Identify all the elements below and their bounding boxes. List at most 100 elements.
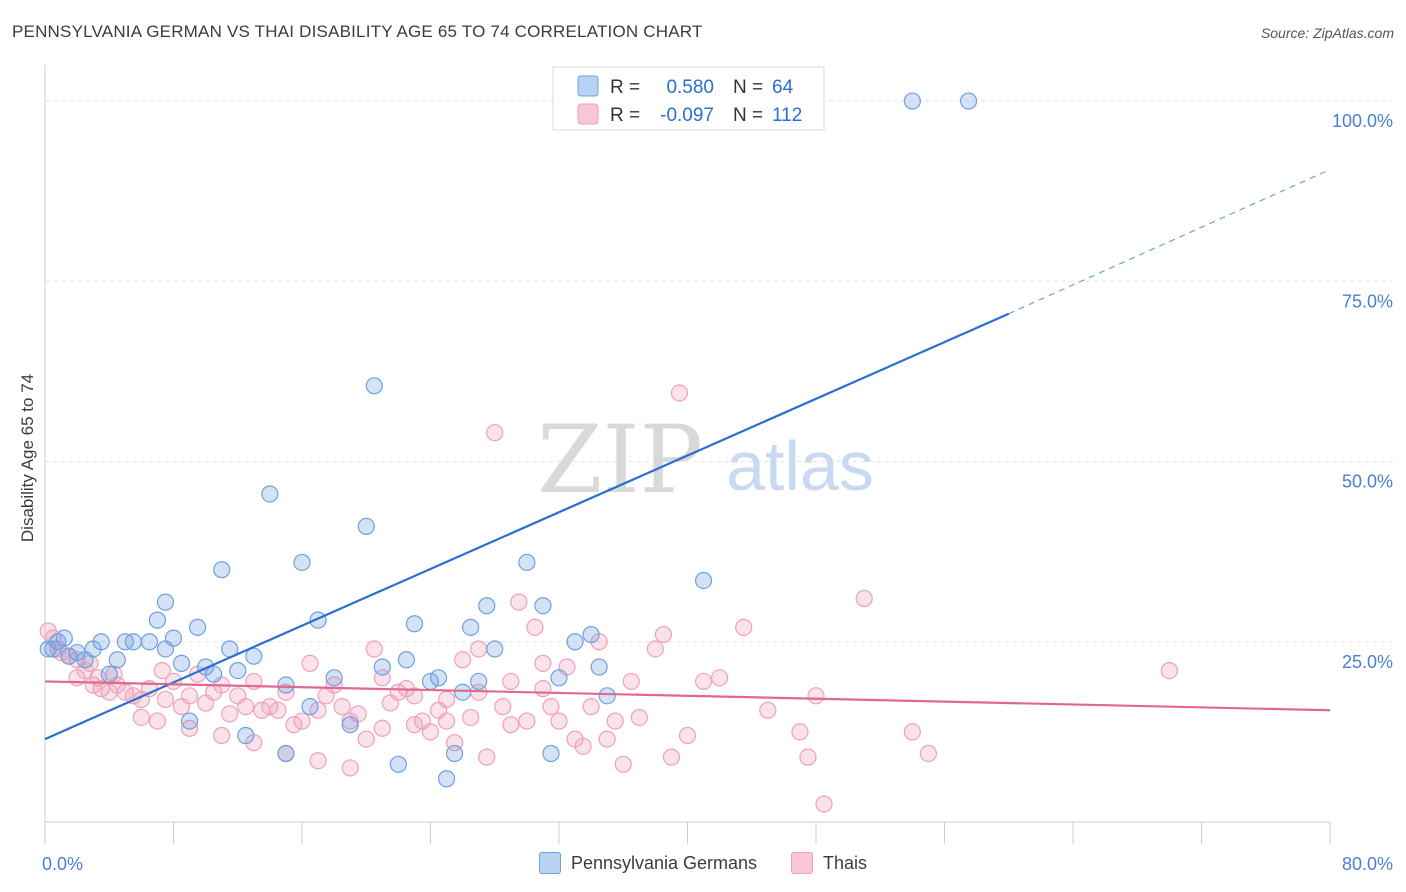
point-thais: [630, 708, 648, 727]
point-thais: [405, 716, 424, 734]
point-thais: [574, 737, 592, 755]
point-pennsylvania-germans: [389, 755, 407, 773]
y-tick-label: 50.0%: [1342, 472, 1393, 492]
point-pennsylvania-germans: [518, 553, 536, 572]
point-thais: [153, 661, 171, 680]
legend-swatch-pennsylvania-germans: [538, 852, 561, 874]
trend-lines: [44, 168, 1331, 741]
point-thais: [815, 795, 833, 813]
point-thais: [534, 654, 552, 672]
trend-line-thais: [44, 680, 1331, 712]
point-pennsylvania-germans: [357, 517, 375, 536]
gridlines: [45, 100, 1395, 643]
point-thais: [156, 690, 175, 709]
point-thais: [293, 712, 311, 730]
point-thais: [373, 719, 391, 737]
point-thais: [341, 759, 359, 777]
point-pennsylvania-germans: [156, 593, 175, 611]
source-label: Source: ZipAtlas.com: [1260, 25, 1394, 41]
point-thais: [486, 424, 504, 442]
point-thais: [269, 701, 287, 719]
point-pennsylvania-germans: [301, 698, 319, 716]
stats-n-value: 64: [772, 77, 794, 98]
point-pennsylvania-germans: [397, 651, 416, 669]
point-pennsylvania-germans: [180, 712, 199, 730]
point-thais: [470, 640, 488, 658]
point-pennsylvania-germans: [277, 676, 295, 694]
point-thais: [277, 683, 295, 701]
stats-r-value: 0.580: [666, 77, 714, 98]
point-thais: [1160, 661, 1178, 680]
point-pennsylvania-germans: [534, 597, 552, 615]
axes: [44, 65, 1331, 844]
point-thais: [791, 723, 809, 741]
point-pennsylvania-germans: [100, 665, 118, 683]
point-thais: [903, 723, 921, 741]
point-thais: [92, 680, 110, 698]
point-pennsylvania-germans: [365, 377, 383, 395]
point-thais: [662, 748, 681, 766]
point-pennsylvania-germans: [325, 669, 343, 687]
stats-r-value: -0.097: [660, 105, 714, 126]
point-thais: [462, 708, 480, 727]
point-thais: [711, 669, 729, 687]
point-thais: [148, 712, 167, 730]
point-thais: [606, 712, 624, 730]
y-tick-label: 100.0%: [1332, 111, 1393, 131]
point-pennsylvania-germans: [205, 665, 223, 683]
x-tick-labels: 0.0% 80.0%: [42, 854, 1393, 874]
point-pennsylvania-germans: [261, 485, 279, 503]
point-pennsylvania-germans: [172, 654, 191, 672]
stats-r-label: R =: [610, 77, 640, 98]
point-thais: [855, 589, 873, 608]
point-thais: [213, 726, 231, 745]
y-tick-label: 75.0%: [1342, 291, 1393, 311]
point-pennsylvania-germans: [405, 615, 424, 633]
stats-swatch-thais: [577, 103, 599, 125]
point-thais: [285, 716, 303, 734]
point-pennsylvania-germans: [341, 716, 359, 734]
point-pennsylvania-germans: [462, 618, 480, 636]
point-thais: [542, 698, 560, 716]
point-thais: [550, 712, 568, 730]
point-pennsylvania-germans: [108, 651, 126, 669]
point-pennsylvania-germans: [470, 672, 488, 691]
point-thais: [502, 672, 520, 691]
point-thais: [646, 640, 664, 658]
point-thais: [799, 748, 817, 766]
point-pennsylvania-germans: [590, 658, 608, 676]
point-pennsylvania-germans: [39, 640, 57, 658]
point-thais: [534, 680, 552, 698]
point-pennsylvania-germans: [903, 92, 921, 110]
point-thais: [622, 672, 640, 691]
point-pennsylvania-germans: [148, 611, 167, 629]
point-thais: [309, 701, 327, 719]
y-axis-label: Disability Age 65 to 74: [18, 374, 37, 542]
legend-item-pennsylvania-germans: Pennsylvania Germans: [538, 852, 757, 874]
point-pennsylvania-germans: [445, 744, 464, 763]
chart-title: PENNSYLVANIA GERMAN VS THAI DISABILITY A…: [12, 22, 703, 41]
legend-item-thais: Thais: [791, 852, 867, 874]
point-pennsylvania-germans: [542, 744, 560, 763]
point-pennsylvania-germans: [582, 625, 600, 644]
point-thais: [502, 716, 520, 734]
point-pennsylvania-germans: [598, 687, 616, 705]
stats-swatch-pennsylvania-germans: [577, 75, 599, 97]
point-thais: [132, 708, 150, 727]
y-tick-label: 25.0%: [1342, 652, 1393, 672]
point-pennsylvania-germans: [486, 640, 504, 658]
point-thais: [919, 744, 938, 763]
x-tick-label-max: 80.0%: [1342, 854, 1393, 874]
stats-n-label: N =: [733, 77, 763, 98]
point-pennsylvania-germans: [373, 658, 391, 676]
trend-extension-pennsylvania-germans: [1008, 168, 1331, 315]
point-thais: [261, 698, 279, 716]
stats-n-label: N =: [733, 105, 763, 126]
trend-line-pennsylvania-germans: [44, 312, 1010, 741]
point-thais: [478, 748, 496, 766]
point-pennsylvania-germans: [92, 633, 110, 651]
point-pennsylvania-germans: [694, 571, 713, 590]
stats-n-value: 112: [772, 105, 802, 126]
point-pennsylvania-germans: [293, 553, 311, 572]
